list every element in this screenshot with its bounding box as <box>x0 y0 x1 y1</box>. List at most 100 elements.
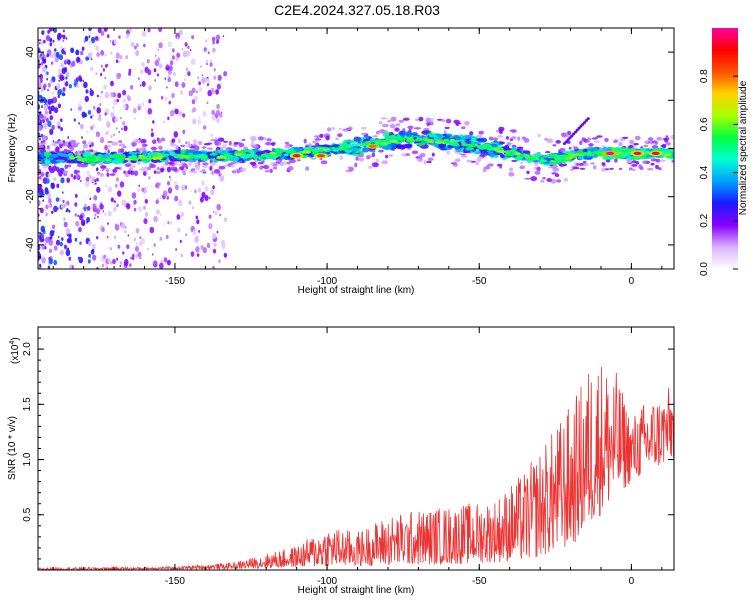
spectral-ridge-blob <box>353 137 362 142</box>
spectral-noise-blob <box>75 173 80 180</box>
spectral-noise-blob <box>45 178 50 184</box>
spectral-halo-blob <box>197 140 203 146</box>
spectral-noise-blob <box>139 69 144 75</box>
spectral-noise-blob <box>157 198 159 201</box>
spectral-noise-blob <box>104 212 107 216</box>
spectral-halo-blob <box>526 170 530 175</box>
spectral-halo-blob <box>576 162 580 166</box>
spectral-noise-blob <box>90 176 96 183</box>
spectral-halo-blob <box>82 140 87 145</box>
spectral-noise-blob <box>216 203 221 211</box>
spectral-halo-blob <box>551 172 557 175</box>
spectral-noise-blob <box>58 235 60 239</box>
spectral-halo-blob <box>482 168 487 173</box>
spectral-halo-blob <box>63 172 68 177</box>
spectral-noise-blob <box>75 77 79 83</box>
spectral-noise-blob <box>41 257 46 264</box>
spectral-halo-blob <box>546 138 554 144</box>
spectral-noise-blob <box>85 56 89 61</box>
spectral-halo-blob <box>647 167 654 171</box>
snr-panel: -150 -100 -50 0 0.5 1.0 1.5 2.0 Height of stra… <box>7 326 675 596</box>
spectral-noise-blob <box>175 32 180 40</box>
spectral-halo-blob <box>213 169 221 174</box>
spectral-noise-blob <box>40 225 46 233</box>
spectral-noise-blob <box>70 173 74 178</box>
spectral-noise-blob <box>209 197 211 200</box>
spectral-noise-blob <box>135 43 139 48</box>
spectral-halo-blob <box>414 127 421 130</box>
spectral-halo-blob <box>265 142 272 146</box>
spectral-noise-blob <box>176 36 179 40</box>
spectral-noise-blob <box>119 166 122 171</box>
spectral-halo-blob <box>156 167 160 171</box>
spectral-halo-blob <box>546 178 552 182</box>
spectral-halo-blob <box>594 140 601 144</box>
spectral-ridge-blob <box>66 159 76 164</box>
spectral-core-blob <box>199 153 207 157</box>
spectral-hotspot <box>317 154 326 158</box>
spectral-halo-blob <box>72 143 78 148</box>
spectral-noise-blob <box>94 217 96 220</box>
spectral-noise-blob <box>43 115 47 121</box>
spectral-halo-blob <box>563 178 569 182</box>
spectral-core-blob <box>130 155 138 159</box>
spectral-halo-blob <box>461 126 466 130</box>
spectral-halo-blob <box>312 140 318 144</box>
spectral-halo-blob <box>654 141 659 145</box>
spectral-noise-blob <box>143 218 148 225</box>
spectral-noise-blob <box>212 265 215 269</box>
spectral-halo-blob <box>511 159 518 162</box>
spectral-noise-blob <box>47 193 52 200</box>
spectrogram-y-ticks: -40 -20 0 20 40 <box>25 39 674 258</box>
snr-y-label: SNR (10 * v/v) <box>7 416 18 480</box>
spectral-ridge-blob <box>342 140 347 145</box>
spectral-noise-blob <box>167 77 172 83</box>
spectral-ridge-blob <box>55 159 65 162</box>
spectral-noise-blob <box>113 200 116 204</box>
spectral-noise-blob <box>217 74 222 81</box>
spectral-noise-blob <box>130 256 133 260</box>
spectral-halo-blob <box>614 158 618 163</box>
spectral-noise-blob <box>110 92 114 98</box>
spectral-noise-blob <box>216 230 219 234</box>
spectral-halo-blob <box>401 153 407 157</box>
spectral-halo-blob <box>107 144 111 148</box>
spectral-noise-blob <box>47 29 50 34</box>
spectral-halo-blob <box>476 134 483 138</box>
spectral-noise-blob <box>84 95 90 102</box>
spectral-halo-blob <box>556 179 562 183</box>
spectral-noise-blob <box>175 56 179 62</box>
spectral-halo-blob <box>579 140 583 146</box>
spectral-noise-blob <box>51 124 55 130</box>
spectral-halo-blob <box>388 154 393 157</box>
snr-x-label: Height of straight line (km) <box>298 585 415 596</box>
spectral-noise-blob <box>81 136 83 139</box>
spectral-noise-blob <box>117 190 122 197</box>
spectrogram-marks <box>38 28 674 269</box>
spectral-noise-blob <box>61 237 64 241</box>
spectral-noise-blob <box>221 239 225 246</box>
spectral-halo-blob <box>478 130 485 135</box>
spectral-noise-blob <box>88 240 92 247</box>
spectral-noise-blob <box>107 246 110 250</box>
spectral-core-blob <box>575 153 583 156</box>
spectral-halo-blob <box>469 131 474 136</box>
spectral-halo-blob <box>49 168 55 174</box>
spectral-noise-blob <box>168 65 173 72</box>
spectral-halo-blob <box>271 142 276 145</box>
spectral-noise-blob <box>218 173 221 176</box>
spectral-noise-blob <box>57 121 61 127</box>
spectral-halo-blob <box>497 135 504 138</box>
spectral-noise-blob <box>43 31 46 35</box>
spectral-noise-blob <box>192 229 197 236</box>
spectral-halo-blob <box>314 135 321 138</box>
spectral-noise-blob <box>133 199 137 205</box>
spectral-noise-blob <box>60 63 64 68</box>
spectral-noise-blob <box>107 258 111 263</box>
spectral-halo-blob <box>149 163 156 169</box>
spectral-halo-blob <box>431 152 435 157</box>
spectral-noise-blob <box>78 102 82 107</box>
spectral-core-blob <box>360 143 367 147</box>
spectral-halo-blob <box>371 152 375 158</box>
spectral-noise-blob <box>47 173 51 178</box>
